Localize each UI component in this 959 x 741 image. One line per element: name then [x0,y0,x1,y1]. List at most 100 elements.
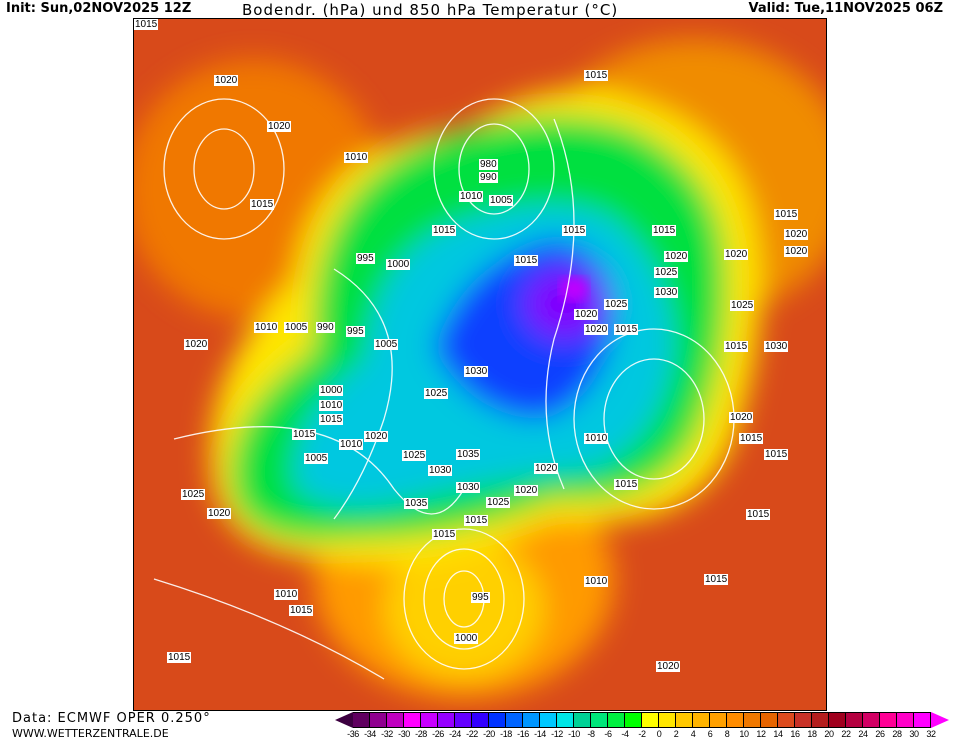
colorbar-swatch [574,712,591,728]
isobar-label: 1020 [729,412,754,423]
colorbar-high-arrow [931,712,949,728]
colorbar-label: -14 [534,729,546,739]
isobar-label: 995 [471,592,490,603]
colorbar-swatch [591,712,608,728]
isobar-label: 1015 [167,652,192,663]
weather-map: 1015 1020 1020 1015 1010 980 990 1010 1005 1015 10… [133,18,827,711]
isobar-label: 995 [346,326,365,337]
colorbar-swatch [761,712,778,728]
colorbar-label: 20 [824,729,834,739]
colorbar-swatch [914,712,931,728]
colorbar-label: -24 [449,729,461,739]
colorbar-label: 24 [858,729,868,739]
isobar-label: 1015 [614,324,639,335]
colorbar-swatch [659,712,676,728]
colorbar-swatch [727,712,744,728]
isobar-label: 990 [316,322,335,333]
colorbar-label: 2 [673,729,679,739]
colorbar-label: -18 [500,729,512,739]
isobar-label: 1000 [386,259,411,270]
colorbar-label: 12 [756,729,766,739]
isobar-label: 1005 [374,339,399,350]
colorbar-label: 10 [739,729,749,739]
colorbar-swatch [387,712,404,728]
isobar-label: 1015 [432,529,457,540]
colorbar-swatch [370,712,387,728]
isobar-label: 1020 [214,75,239,86]
colorbar-label: -16 [517,729,529,739]
colorbar-swatch [693,712,710,728]
colorbar-label: -28 [415,729,427,739]
colorbar-swatch [795,712,812,728]
isobar-label: 1015 [464,515,489,526]
isobar-label: 1020 [364,431,389,442]
isobar-label: 1015 [739,433,764,444]
colorbar-swatch [608,712,625,728]
isobar-label: 1000 [319,385,344,396]
isobar-label: 1015 [292,429,317,440]
isobar-label: 1025 [402,450,427,461]
isobars [153,98,735,680]
colorbar-label: -36 [347,729,359,739]
colorbar-low-arrow [335,712,353,728]
colorbar-swatch [421,712,438,728]
colorbar-swatch [489,712,506,728]
colorbar-swatch [540,712,557,728]
colorbar-label: -30 [398,729,410,739]
website-link[interactable]: WWW.WETTERZENTRALE.DE [12,727,169,740]
colorbar-swatch [846,712,863,728]
colorbar-label: 32 [926,729,936,739]
colorbar-label: -22 [466,729,478,739]
isobar-label: 1015 [764,449,789,460]
colorbar-label: -2 [638,729,646,739]
isobar-label: 1035 [404,498,429,509]
colorbar-label: 14 [773,729,783,739]
isobar-label: 1005 [489,195,514,206]
colorbar-label: 28 [892,729,902,739]
isobar-label: 1010 [459,191,484,202]
colorbar-swatch [438,712,455,728]
colorbar-swatch [710,712,727,728]
colorbar-swatch [880,712,897,728]
temperature-colorbar [335,712,949,728]
isobar-label: 1020 [267,121,292,132]
isobar-label: 1030 [764,341,789,352]
colorbar-label: 8 [724,729,730,739]
colorbar-label: -4 [621,729,629,739]
colorbar-swatch [472,712,489,728]
colorbar-swatch [506,712,523,728]
isobar-label: 1020 [184,339,209,350]
colorbar-swatch [625,712,642,728]
colorbar-label: -10 [568,729,580,739]
isobar-label: 1025 [730,300,755,311]
colorbar-swatch [897,712,914,728]
colorbar-label: 16 [790,729,800,739]
temperature-field [134,19,826,710]
isobar-label: 1005 [284,322,309,333]
colorbar-swatch [642,712,659,728]
map-title: Bodendr. (hPa) und 850 hPa Temperatur (°… [242,1,619,19]
isobar-label: 1020 [514,485,539,496]
isobar-label: 1015 [774,209,799,220]
isobar-label: 1020 [784,229,809,240]
colorbar-label: 18 [807,729,817,739]
colorbar-label: -6 [604,729,612,739]
valid-time: Valid: Tue,11NOV2025 06Z [748,1,943,16]
colorbar-label: 22 [841,729,851,739]
isobar-label: 1025 [424,388,449,399]
colorbar-label: 30 [909,729,919,739]
data-source: Data: ECMWF OPER 0.250° [12,711,211,726]
isobar-label: 1025 [486,497,511,508]
colorbar-labels: -36 -34 -32 -30 -28 -26 -24 -22 -20 -18 -16 -14 -12-… [335,729,959,741]
isobar-label: 1000 [454,633,479,644]
isobar-label: 1020 [656,661,681,672]
isobar-label: 1015 [432,225,457,236]
isobar-label: 1015 [746,509,771,520]
isobar-label: 1015 [250,199,275,210]
isobar-label: 1020 [584,324,609,335]
isobar-label: 1015 [704,574,729,585]
isobar-label: 1030 [654,287,679,298]
colorbar-label: 4 [690,729,696,739]
isobar-label: 1015 [724,341,749,352]
isobar-label: 1025 [181,489,206,500]
